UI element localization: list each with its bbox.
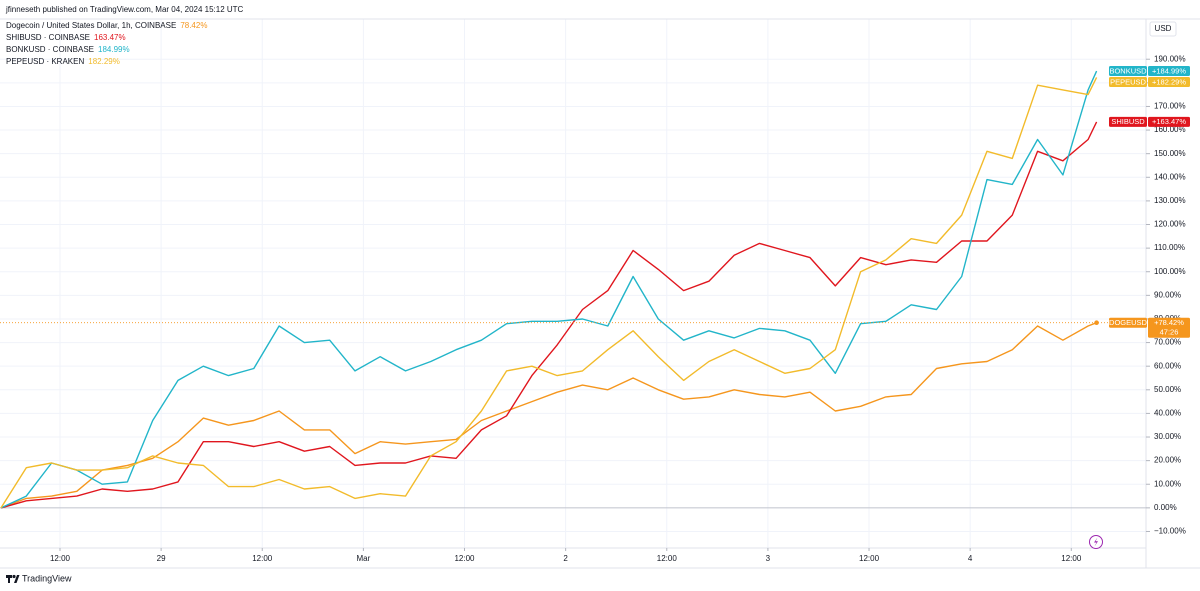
tag-value-box — [1148, 317, 1190, 338]
y-tick-label: 60.00% — [1154, 361, 1181, 370]
y-tick-label: 130.00% — [1154, 196, 1186, 205]
currency-box[interactable] — [1149, 21, 1177, 37]
publisher-line: jfinneseth published on TradingView.com,… — [5, 5, 244, 14]
tag-symbol-box — [1109, 116, 1147, 127]
x-tick-label: 2 — [563, 554, 568, 563]
x-tick-label: 12:00 — [50, 554, 71, 563]
x-tick-label: 12:00 — [454, 554, 475, 563]
legend-value: 182.29% — [88, 57, 120, 66]
brand-logo — [6, 574, 20, 583]
y-tick-label: 0.00% — [1154, 503, 1177, 512]
legend-value: 78.42% — [180, 21, 207, 30]
series-line — [0, 70, 1098, 509]
y-tick-label: −10.00% — [1154, 527, 1186, 536]
price-tag: BONKUSD +184.99% — [1109, 66, 1190, 77]
legend-value: 163.47% — [94, 33, 126, 42]
brand-name: TradingView — [22, 573, 72, 583]
tag-symbol: SHIBUSD — [1111, 117, 1145, 126]
x-tick-label: 29 — [157, 554, 166, 563]
y-tick-label: 90.00% — [1154, 290, 1181, 299]
legend-label: Dogecoin / United States Dollar, 1h, COI… — [6, 21, 176, 30]
tag-symbol: BONKUSD — [1109, 66, 1147, 75]
x-tick-label: Mar — [356, 554, 370, 563]
x-tick-label: 12:00 — [657, 554, 678, 563]
y-tick-label: 10.00% — [1154, 479, 1181, 488]
x-tick-label: 4 — [968, 554, 973, 563]
tag-value: +163.47% — [1152, 117, 1186, 126]
tag-symbol: DOGEUSD — [1109, 318, 1148, 327]
tag-symbol-box — [1109, 77, 1147, 88]
tag-value-box — [1148, 66, 1190, 77]
y-tick-label: 70.00% — [1154, 338, 1181, 347]
y-tick-label: 190.00% — [1154, 54, 1186, 63]
tag-value-box — [1148, 77, 1190, 88]
x-tick-label: 12:00 — [252, 554, 273, 563]
y-tick-label: 120.00% — [1154, 220, 1186, 229]
series-line — [0, 121, 1098, 509]
tag-symbol: PEPEUSD — [1110, 77, 1146, 86]
y-tick-label: 140.00% — [1154, 172, 1186, 181]
tag-countdown: 47:26 — [1160, 328, 1179, 337]
grid — [0, 19, 1146, 548]
alert-icon[interactable] — [1089, 535, 1103, 549]
price-tag: SHIBUSD +163.47% — [1109, 116, 1190, 127]
tag-value: +184.99% — [1152, 66, 1186, 75]
price-tag: PEPEUSD +182.29% — [1109, 77, 1190, 88]
y-tick-label: 100.00% — [1154, 267, 1186, 276]
legend-label: BONKUSD · COINBASE — [6, 45, 94, 54]
legend-value: 184.99% — [98, 45, 130, 54]
last-value-dot — [1094, 320, 1099, 325]
series-line — [0, 77, 1098, 509]
tag-value-box — [1148, 116, 1190, 127]
x-tick-label: 12:00 — [859, 554, 880, 563]
y-tick-label: 30.00% — [1154, 432, 1181, 441]
y-tick-label: 170.00% — [1154, 102, 1186, 111]
y-tick-label: 50.00% — [1154, 385, 1181, 394]
y-tick-label: 110.00% — [1154, 243, 1185, 252]
y-tick-label: 20.00% — [1154, 456, 1181, 465]
tag-symbol-box — [1109, 66, 1147, 77]
x-tick-label: 12:00 — [1061, 554, 1082, 563]
price-tag: DOGEUSD +78.42%47:26 — [1109, 317, 1190, 338]
y-tick-label: 160.00% — [1154, 125, 1186, 134]
legend-label: SHIBUSD · COINBASE — [6, 33, 90, 42]
tag-value: +182.29% — [1152, 77, 1186, 86]
currency-label[interactable]: USD — [1155, 24, 1172, 33]
tag-symbol-box — [1109, 317, 1147, 328]
tag-value: +78.42% — [1154, 318, 1184, 327]
x-tick-label: 3 — [766, 554, 771, 563]
series-line — [0, 322, 1097, 509]
legend-label: PEPEUSD · KRAKEN — [6, 57, 84, 66]
y-tick-label: 40.00% — [1154, 409, 1181, 418]
y-tick-label: 150.00% — [1154, 149, 1186, 158]
